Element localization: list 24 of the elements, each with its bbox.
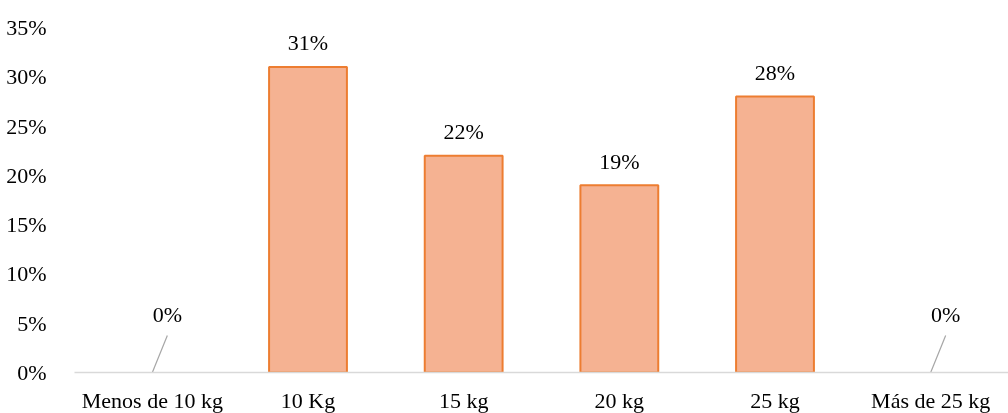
- bar: [423, 154, 504, 373]
- y-tick-label: 25%: [6, 113, 47, 139]
- x-tick-label: Menos de 10 kg: [81, 387, 223, 413]
- y-tick-label: 0%: [17, 360, 47, 385]
- data-label: 0%: [931, 302, 961, 327]
- bar: [579, 184, 660, 373]
- y-tick-label: 10%: [6, 261, 47, 287]
- data-label: 22%: [443, 119, 484, 145]
- x-tick-label: 25 kg: [750, 387, 800, 413]
- y-tick-label: 15%: [6, 212, 47, 238]
- y-tick-label: 30%: [6, 64, 47, 90]
- x-tick-label: 10 Kg: [280, 387, 336, 413]
- x-tick-label: 15 kg: [438, 387, 489, 413]
- data-label: 28%: [754, 60, 796, 85]
- data-label: 31%: [287, 30, 329, 56]
- y-tick-label: 20%: [6, 162, 47, 188]
- x-tick-label: Más de 25 kg: [871, 387, 991, 413]
- bar: [735, 95, 815, 373]
- x-tick-label: 20 kg: [594, 387, 645, 413]
- bar: [268, 65, 348, 373]
- data-label: 19%: [599, 148, 640, 174]
- y-tick-label: 5%: [17, 310, 47, 336]
- y-tick-label: 35%: [6, 15, 47, 40]
- data-label: 0%: [152, 302, 182, 327]
